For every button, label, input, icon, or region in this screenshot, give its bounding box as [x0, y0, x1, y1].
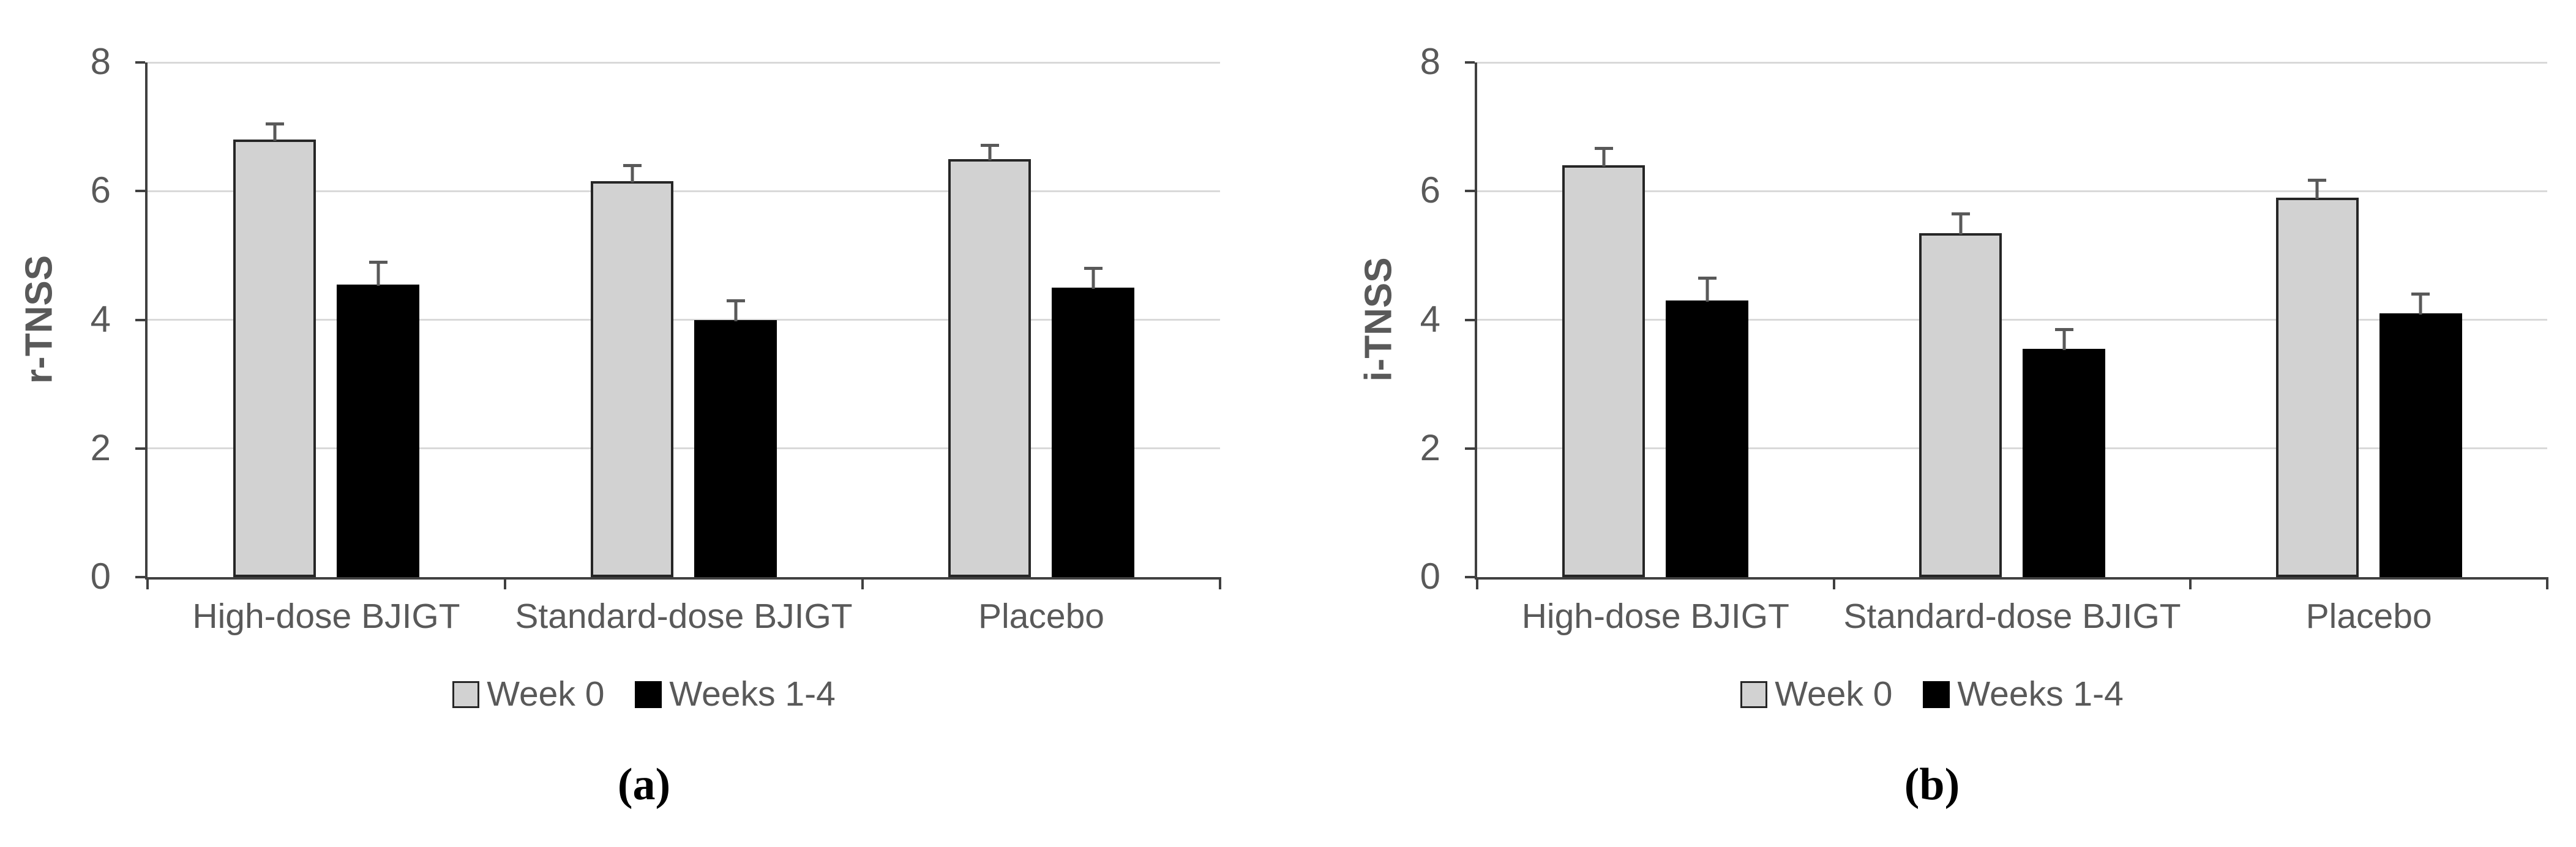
y-tick-label: 8 [1420, 40, 1440, 82]
error-bar [2419, 294, 2422, 315]
y-tick-mark [1465, 318, 1475, 321]
error-bar [273, 123, 276, 141]
error-bar-cap [2054, 328, 2073, 332]
category-label: Standard-dose BJIGT [1843, 597, 2181, 636]
legend-item-weeks-1-4: Weeks 1-4 [1923, 674, 2124, 714]
category-label: High-dose BJIGT [192, 597, 460, 636]
error-bar-cap [2411, 293, 2430, 296]
legend-label-week-0: Week 0 [1775, 674, 1893, 714]
gridline [148, 61, 1220, 64]
bar-week-0 [1562, 165, 1646, 577]
bar-week-0 [948, 159, 1031, 577]
gridline [1477, 190, 2547, 192]
y-tick-mark [135, 447, 145, 450]
x-tick-mark [2189, 577, 2192, 589]
y-tick-mark [135, 190, 145, 193]
legend-item-week-0: Week 0 [452, 677, 604, 712]
category-label: Placebo [2305, 597, 2432, 636]
error-bar-cap [1698, 277, 1717, 280]
error-bar-cap [1084, 267, 1103, 271]
y-tick-mark [1465, 576, 1475, 578]
y-tick-label: 2 [90, 427, 111, 468]
bar-week-0 [1919, 233, 2002, 577]
gridline [148, 447, 1220, 450]
category-label: Standard-dose BJIGT [515, 597, 853, 636]
y-tick-label: 6 [90, 170, 111, 211]
error-bar [376, 261, 380, 286]
plot-area-b: 0 2 4 6 8 High-dose BJIGT Standard-dose BJIGT P… [1420, 43, 2548, 634]
bar-weeks-1-4 [1666, 300, 1749, 577]
bar-week-0 [2275, 197, 2359, 577]
y-tick-label: 0 [90, 555, 111, 597]
error-bar-cap [1951, 212, 1970, 216]
bar-weeks-1-4 [337, 284, 419, 577]
error-bar-cap [980, 143, 999, 147]
x-tick-mark [504, 577, 506, 589]
bar-weeks-1-4 [2023, 348, 2105, 577]
gridline [148, 190, 1220, 192]
error-bar [1959, 214, 1962, 234]
y-tick-mark [135, 576, 145, 578]
legend-label-weeks-1-4: Weeks 1-4 [1957, 674, 2124, 714]
x-tick-mark [2546, 577, 2548, 589]
plot-area-a: 0 2 4 6 8 High-dose BJIGT Standard-dose BJIGT P… [91, 43, 1221, 634]
y-tick-mark [1465, 190, 1475, 193]
y-tick-label: 4 [1420, 298, 1440, 340]
error-bar [2062, 329, 2065, 350]
error-bar-cap [726, 299, 745, 302]
error-bar [734, 300, 737, 321]
x-tick-mark [1476, 577, 1478, 589]
y-tick-mark [135, 61, 145, 64]
legend-item-weeks-1-4: Weeks 1-4 [635, 674, 836, 714]
legend-label-weeks-1-4: Weeks 1-4 [669, 674, 836, 714]
legend-swatch-week-0 [452, 681, 480, 708]
y-tick-mark [1465, 61, 1475, 64]
y-tick-label: 2 [1420, 427, 1440, 468]
legend-b: Week 0 Weeks 1-4 [1288, 677, 2576, 712]
legend-swatch-weeks-1-4 [1923, 681, 1950, 708]
x-tick-mark [1219, 577, 1221, 589]
error-bar [1602, 147, 1606, 167]
error-bar [2315, 180, 2319, 199]
x-tick-mark [146, 577, 149, 589]
gridline [1477, 447, 2547, 450]
caption-a: (a) [617, 759, 671, 810]
y-tick-mark [135, 318, 145, 321]
gridline [148, 319, 1220, 321]
error-bar [631, 165, 634, 183]
error-bar-cap [1594, 146, 1613, 150]
bar-week-0 [233, 140, 316, 577]
y-tick-label: 4 [90, 298, 111, 340]
gridline [1477, 61, 2547, 64]
category-label: Placebo [978, 597, 1104, 636]
panel-a: r-TNSS 0 2 4 6 8 High-dose BJIGT Standard-dose… [0, 43, 1288, 810]
y-tick-mark [1465, 447, 1475, 450]
panel-b: i-TNSS 0 2 4 6 8 High-dose BJIGT Standard-dose… [1288, 0, 2576, 847]
error-bar-cap [369, 260, 388, 264]
x-tick-mark [861, 577, 864, 589]
bar-week-0 [591, 181, 673, 577]
bar-weeks-1-4 [694, 319, 777, 577]
error-bar-cap [623, 164, 642, 168]
gridline [1477, 319, 2547, 321]
error-bar [1091, 268, 1095, 289]
x-tick-mark [1832, 577, 1835, 589]
error-bar-cap [265, 122, 284, 125]
error-bar [988, 144, 991, 160]
bar-weeks-1-4 [1052, 287, 1134, 577]
y-tick-label: 8 [90, 40, 111, 82]
error-bar-cap [2308, 179, 2327, 182]
category-label: High-dose BJIGT [1521, 597, 1789, 636]
caption-b: (b) [1904, 759, 1960, 810]
legend-item-week-0: Week 0 [1740, 677, 1892, 712]
error-bar [1705, 278, 1709, 302]
bar-weeks-1-4 [2379, 313, 2462, 577]
legend-swatch-weeks-1-4 [635, 681, 662, 708]
legend-a: Week 0 Weeks 1-4 [0, 677, 1288, 712]
legend-swatch-week-0 [1740, 681, 1768, 708]
legend-label-week-0: Week 0 [487, 674, 605, 714]
y-tick-label: 6 [1420, 170, 1440, 211]
y-tick-label: 0 [1420, 555, 1440, 597]
